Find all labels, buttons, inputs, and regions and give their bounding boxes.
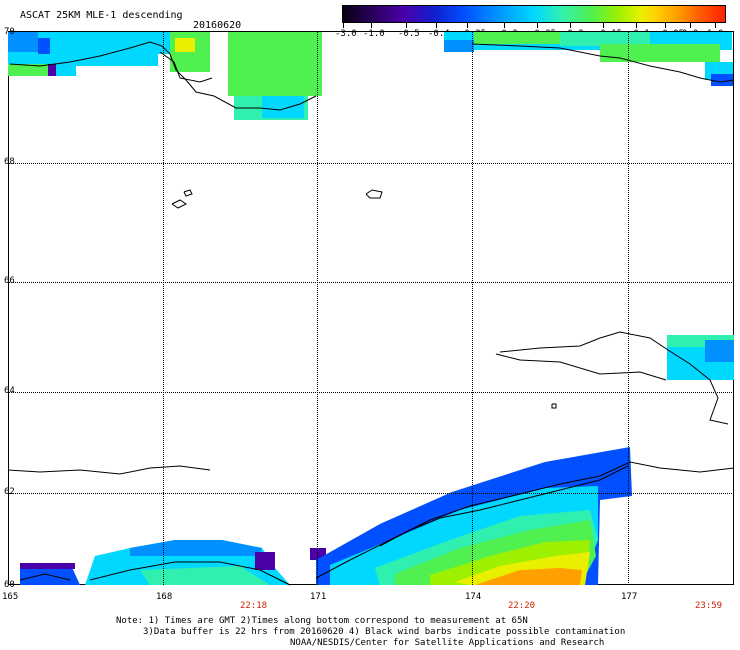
longitude-gridline <box>317 31 318 585</box>
color-scale-tick <box>636 22 637 28</box>
island-outline <box>365 189 383 199</box>
swath-cell <box>705 340 734 362</box>
coastline <box>7 465 211 475</box>
latitude-label: 70 <box>4 27 15 37</box>
latitude-label: 68 <box>4 157 15 167</box>
coastline <box>495 353 667 381</box>
product-date: 20160620 <box>193 20 242 31</box>
note-line-1: Note: 1) Times are GMT 2)Times along bot… <box>116 616 528 626</box>
color-scale-label: -1.0 <box>363 29 385 39</box>
longitude-label: 168 <box>156 592 173 602</box>
swath-cell <box>20 563 75 569</box>
swath-cell <box>8 32 38 52</box>
land-gap <box>210 40 222 96</box>
color-scale-tick <box>406 22 407 28</box>
longitude-label: 171 <box>310 592 327 602</box>
color-scale-tick <box>665 22 666 28</box>
color-scale-tick <box>371 22 372 28</box>
swath-region <box>130 540 262 556</box>
latitude-label: 64 <box>4 386 15 396</box>
swath-cell <box>474 32 564 44</box>
color-scale-bar <box>342 5 726 23</box>
note-line-3: NOAA/NESDIS/Center for Satellite Applica… <box>290 638 605 648</box>
pass-time-label: 23:59 <box>695 601 723 611</box>
color-scale-tick <box>537 22 538 28</box>
coastline <box>499 331 729 425</box>
color-scale-tick <box>343 22 344 28</box>
longitude-label: 165 <box>2 592 19 602</box>
note-line-2: 3)Data buffer is 22 hrs from 20160620 4)… <box>143 627 626 637</box>
swath-cell <box>175 38 195 52</box>
longitude-gridline <box>163 31 164 585</box>
coastline <box>19 573 71 581</box>
swath-cell <box>560 32 650 46</box>
color-scale-label: -0.4 <box>428 29 450 39</box>
latitude-label: 60 <box>4 580 15 590</box>
swath-cell <box>262 96 304 118</box>
swath-cell <box>8 64 48 76</box>
coastline <box>379 465 629 547</box>
pass-time-label: 22:18 <box>240 601 268 611</box>
island-outline <box>183 189 193 197</box>
latitude-gridline <box>8 163 734 164</box>
color-scale-label: -0.5 <box>398 29 420 39</box>
color-scale-tick <box>570 22 571 28</box>
product-title: ASCAT 25KM MLE-1 descending <box>20 10 183 21</box>
island-outline <box>171 199 187 209</box>
swath-cell <box>56 64 76 76</box>
longitude-gridline <box>628 31 629 585</box>
coastline <box>471 43 735 83</box>
color-scale-tick <box>467 22 468 28</box>
latitude-gridline <box>8 282 734 283</box>
swath-cell <box>711 74 733 86</box>
pass-time-label: 22:20 <box>508 601 536 611</box>
swath-cell <box>255 552 275 570</box>
color-scale-tick <box>504 22 505 28</box>
swath-region <box>140 566 270 585</box>
swath-cell <box>600 44 720 62</box>
longitude-label: 177 <box>621 592 638 602</box>
swath-region <box>475 568 582 585</box>
color-scale-label: -3.0 <box>335 29 357 39</box>
swath-cell <box>228 32 322 96</box>
swath-cell <box>38 38 50 54</box>
island-outline <box>551 403 557 409</box>
coastline <box>159 51 213 83</box>
latitude-label: 66 <box>4 276 15 286</box>
latitude-label: 62 <box>4 487 15 497</box>
swath-cell <box>48 64 56 76</box>
color-scale-tick <box>436 22 437 28</box>
color-scale-tick <box>690 22 691 28</box>
color-scale-tick <box>603 22 604 28</box>
color-scale-tick <box>715 22 716 28</box>
coastline <box>9 41 317 111</box>
longitude-gridline <box>472 31 473 585</box>
coastline <box>315 461 735 579</box>
swath-cell <box>444 40 474 52</box>
latitude-gridline <box>8 493 734 494</box>
coastline <box>89 561 291 586</box>
latitude-gridline <box>8 392 734 393</box>
longitude-label: 174 <box>465 592 482 602</box>
